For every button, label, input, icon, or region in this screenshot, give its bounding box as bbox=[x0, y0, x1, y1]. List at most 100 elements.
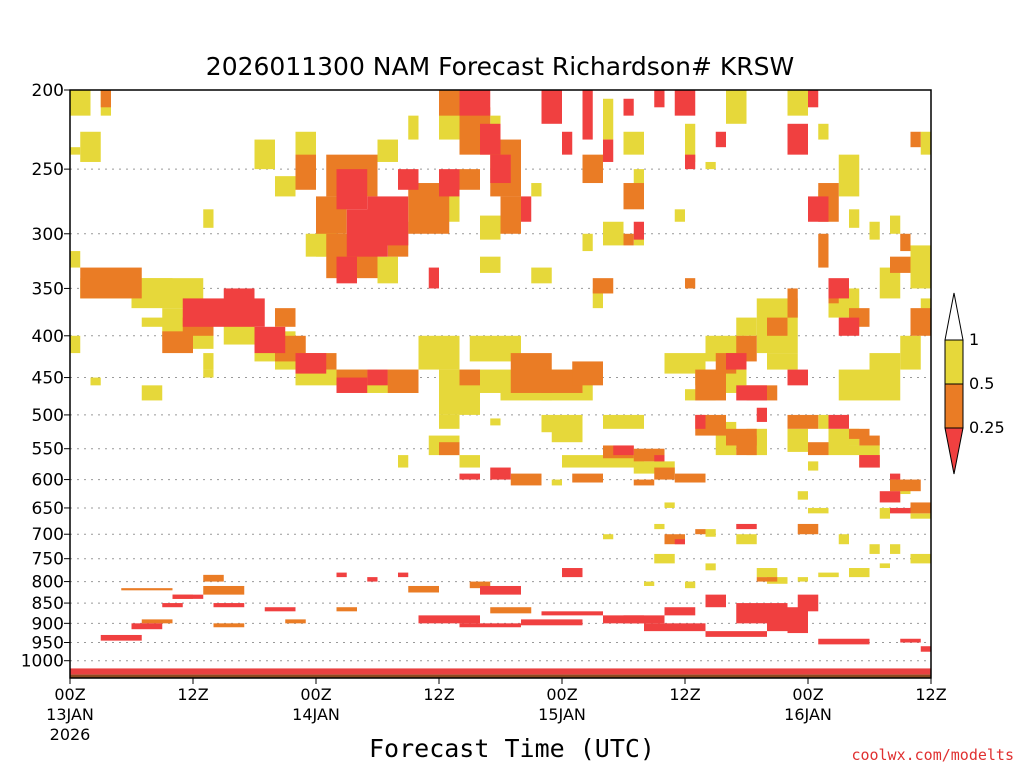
ri-cell bbox=[295, 154, 316, 190]
ri-cell bbox=[767, 353, 798, 370]
ri-cell bbox=[838, 317, 860, 336]
ri-cell bbox=[254, 326, 286, 354]
ri-cell bbox=[828, 414, 849, 429]
ri-cell bbox=[603, 414, 644, 429]
ri-cell bbox=[521, 196, 532, 222]
x-date-label: 15JAN bbox=[538, 705, 586, 724]
ri-cell bbox=[613, 445, 634, 456]
chart-title: 2026011300 NAM Forecast Richardson# KRSW bbox=[206, 52, 794, 81]
ri-cell bbox=[859, 455, 880, 468]
ri-cell bbox=[736, 534, 757, 545]
ri-cell bbox=[203, 353, 214, 370]
ri-cell bbox=[633, 221, 644, 240]
ri-cell bbox=[890, 215, 901, 234]
ri-cell bbox=[203, 585, 245, 595]
ri-cell bbox=[377, 256, 398, 284]
ri-cell bbox=[685, 581, 696, 589]
legend-label: 0.5 bbox=[969, 374, 994, 393]
ri-cell bbox=[756, 577, 778, 582]
ri-cell bbox=[480, 585, 521, 595]
legend-bottom-arrow bbox=[944, 427, 964, 475]
x-date-label: 13JAN bbox=[46, 705, 94, 724]
ri-cell bbox=[562, 568, 583, 578]
ri-cell bbox=[705, 161, 716, 170]
ri-cell bbox=[490, 418, 501, 426]
ri-cell bbox=[562, 455, 603, 468]
ri-cell bbox=[459, 473, 480, 480]
ri-cell bbox=[623, 183, 644, 210]
x-axis-title: Forecast Time (UTC) bbox=[369, 734, 655, 763]
ri-cell bbox=[603, 615, 644, 624]
y-tick-label: 800 bbox=[32, 573, 64, 593]
ri-cell bbox=[264, 607, 296, 612]
ri-cell bbox=[531, 183, 542, 197]
y-tick-label: 850 bbox=[32, 594, 64, 614]
ri-cell bbox=[797, 594, 819, 612]
ri-cell bbox=[910, 131, 921, 148]
ri-cell bbox=[480, 215, 501, 240]
y-tick-label: 200 bbox=[32, 81, 64, 101]
ri-cell bbox=[849, 209, 860, 228]
ri-cell bbox=[439, 169, 460, 197]
ri-cell bbox=[459, 369, 480, 386]
ri-cell bbox=[582, 90, 593, 140]
ri-cell bbox=[592, 288, 603, 309]
ri-cell bbox=[70, 251, 81, 268]
ri-cell bbox=[787, 414, 819, 429]
legend-label: 0.25 bbox=[969, 418, 1005, 437]
y-tick-label: 600 bbox=[32, 471, 64, 491]
ri-cell bbox=[879, 507, 890, 519]
ri-cell bbox=[633, 169, 644, 197]
x-tick-label: 12Z bbox=[423, 685, 454, 704]
ri-cell bbox=[736, 385, 767, 401]
ri-cell bbox=[439, 442, 460, 456]
ri-cell bbox=[818, 414, 829, 429]
ri-cell bbox=[541, 414, 583, 433]
surface-band bbox=[70, 668, 931, 675]
ri-cell bbox=[162, 603, 183, 608]
ri-cell bbox=[275, 308, 296, 327]
ri-cell bbox=[705, 563, 716, 571]
ri-cell bbox=[398, 572, 409, 578]
ri-cell bbox=[849, 428, 870, 439]
ri-cell bbox=[408, 585, 439, 593]
ri-cell bbox=[80, 131, 101, 162]
y-tick-label: 500 bbox=[32, 406, 64, 426]
ri-cell bbox=[900, 233, 911, 252]
ri-cell bbox=[685, 154, 696, 170]
x-tick-label: 12Z bbox=[177, 685, 208, 704]
ri-cell bbox=[551, 428, 583, 443]
ri-cell bbox=[480, 123, 501, 155]
y-tick-label: 300 bbox=[32, 225, 64, 245]
ri-cell bbox=[787, 123, 808, 155]
ri-cell bbox=[869, 221, 880, 240]
ri-cell bbox=[705, 631, 767, 637]
ri-cell bbox=[787, 90, 808, 116]
ri-cell bbox=[890, 473, 901, 480]
ri-cell bbox=[910, 553, 931, 564]
ri-cell bbox=[838, 534, 849, 545]
ri-cell bbox=[838, 154, 860, 197]
ri-cell bbox=[890, 256, 911, 273]
ri-cell bbox=[70, 147, 81, 155]
ri-cell bbox=[582, 233, 593, 252]
legend-label: 1 bbox=[969, 330, 979, 349]
ri-cell bbox=[685, 278, 696, 289]
x-tick-label: 00Z bbox=[300, 685, 331, 704]
ri-cell bbox=[500, 196, 521, 234]
ri-cell bbox=[428, 267, 439, 289]
ri-cell bbox=[828, 278, 849, 299]
ri-cell bbox=[336, 607, 357, 612]
ri-cell bbox=[797, 491, 808, 500]
ri-cell bbox=[254, 139, 275, 170]
ri-cell bbox=[797, 577, 808, 582]
ri-cell bbox=[100, 90, 111, 108]
ri-cell bbox=[623, 98, 634, 116]
ri-cell bbox=[336, 572, 347, 578]
credit-text: coolwx.com/modelts bbox=[851, 746, 1014, 764]
y-tick-label: 400 bbox=[32, 327, 64, 347]
ri-cell bbox=[654, 523, 665, 530]
ri-cell bbox=[849, 445, 880, 456]
ri-cell bbox=[572, 361, 603, 386]
ri-cell bbox=[879, 563, 890, 569]
